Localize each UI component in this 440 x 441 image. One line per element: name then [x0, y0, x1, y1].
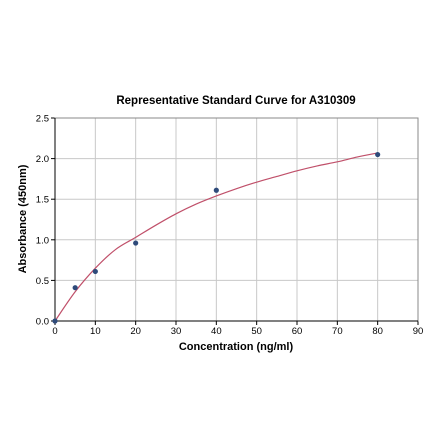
x-tick-label: 80 — [372, 326, 383, 337]
grid — [55, 118, 418, 321]
y-tick-label: 2.5 — [36, 114, 49, 125]
x-tick-label: 70 — [332, 326, 343, 337]
fit-curve-line — [54, 152, 378, 322]
data-point — [213, 187, 219, 193]
data-point — [52, 318, 58, 324]
plot-frame — [54, 117, 419, 322]
fit-curve — [54, 152, 378, 322]
data-point — [72, 285, 78, 291]
axes: 0 10 20 30 40 50 60 70 80 90 0.0 0.5 1.0 1.5 2.0 2.5 — [36, 114, 424, 338]
y-tick-label: 1.0 — [36, 235, 49, 246]
x-axis-label: Concentration (ng/ml) — [179, 341, 294, 353]
data-point — [92, 268, 98, 275]
x-tick-label: 40 — [211, 326, 222, 337]
x-tick-label: 0 — [52, 326, 57, 337]
y-tick-label: 0.0 — [36, 317, 49, 328]
x-tick-label: 60 — [292, 326, 303, 337]
y-axis-label: Absorbance (450nm) — [17, 164, 29, 273]
chart-title: Representative Standard Curve for A31030… — [116, 95, 355, 107]
x-tick-label: 30 — [171, 326, 182, 337]
x-tick-label: 10 — [90, 326, 101, 337]
x-tick-label: 90 — [413, 326, 424, 337]
y-tick-label: 2.0 — [36, 154, 49, 165]
y-tick-label: 1.5 — [36, 195, 49, 206]
y-tick-label: 0.5 — [36, 276, 49, 287]
data-point — [375, 151, 381, 158]
data-points — [52, 151, 381, 324]
x-tick-label: 50 — [251, 326, 262, 337]
x-tick-label: 20 — [130, 326, 141, 337]
data-point — [133, 240, 139, 246]
